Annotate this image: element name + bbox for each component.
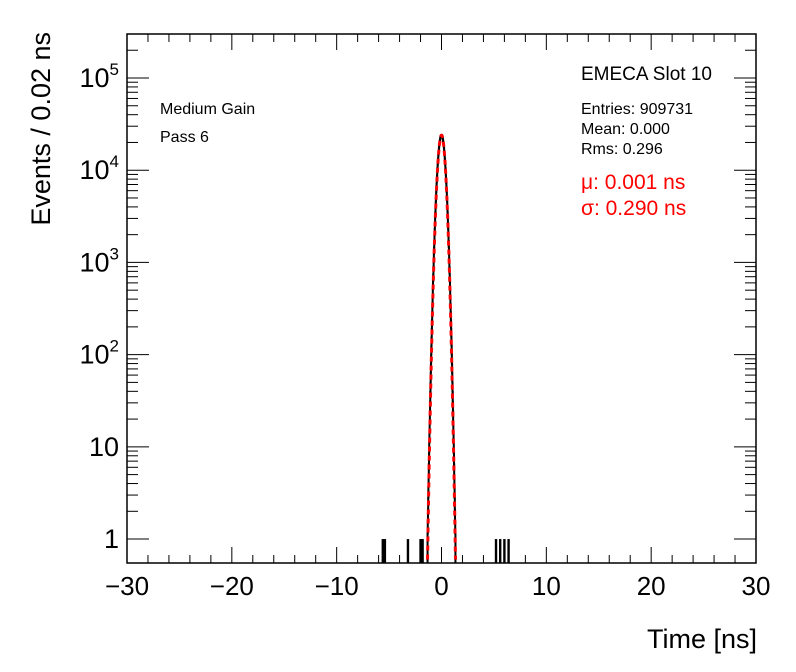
annotation-pass: Pass 6 bbox=[160, 129, 209, 146]
y-tick-label: 1 bbox=[104, 524, 119, 554]
stats-entries: Entries: 909731 bbox=[581, 101, 693, 118]
y-axis-label: Events / 0.02 ns bbox=[26, 32, 56, 226]
x-tick-label: −10 bbox=[315, 571, 359, 601]
stats-mean: Mean: 0.000 bbox=[581, 121, 670, 138]
y-tick-label-base: 10 bbox=[79, 247, 109, 277]
y-tick-label: 10 bbox=[89, 432, 119, 462]
stats-title: EMECA Slot 10 bbox=[581, 64, 712, 85]
y-tick-label-exponent: 2 bbox=[110, 337, 119, 356]
fit-mu: μ: 0.001 ns bbox=[581, 171, 685, 194]
y-tick-label-exponent: 5 bbox=[110, 60, 119, 79]
stats-rms: Rms: 0.296 bbox=[581, 141, 663, 158]
x-axis: −30 −20 −10 0 10 20 30 bbox=[105, 34, 771, 601]
y-tick-label-base: 1 bbox=[104, 524, 119, 554]
y-tick-label-exponent: 4 bbox=[110, 152, 119, 171]
x-tick-label: −20 bbox=[210, 571, 254, 601]
y-tick-label-base: 10 bbox=[79, 340, 109, 370]
y-tick-label: 104 bbox=[79, 152, 119, 185]
x-tick-label: 20 bbox=[637, 571, 666, 601]
x-axis-label: Time [ns] bbox=[647, 624, 757, 654]
y-tick-label-base: 10 bbox=[79, 63, 109, 93]
y-tick-label-base: 10 bbox=[79, 155, 109, 185]
x-tick-label: −30 bbox=[105, 571, 149, 601]
y-tick-label-exponent: 3 bbox=[110, 244, 119, 263]
x-tick-label: 0 bbox=[434, 571, 448, 601]
y-tick-label: 102 bbox=[79, 337, 119, 370]
x-tick-label: 30 bbox=[742, 571, 771, 601]
fit-sigma: σ: 0.290 ns bbox=[581, 197, 686, 220]
y-tick-label: 103 bbox=[79, 244, 119, 277]
x-tick-label: 10 bbox=[532, 571, 561, 601]
annotation-gain: Medium Gain bbox=[160, 101, 255, 118]
y-tick-label-base: 10 bbox=[89, 432, 119, 462]
gaussian-fit-curve bbox=[426, 133, 458, 560]
y-tick-label: 105 bbox=[79, 60, 119, 93]
